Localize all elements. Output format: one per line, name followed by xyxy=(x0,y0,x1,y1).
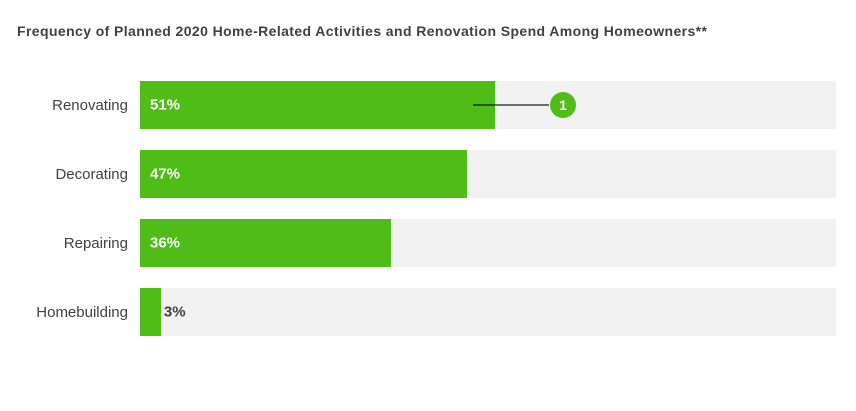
category-label: Renovating xyxy=(52,96,128,114)
value-label: 36% xyxy=(150,234,181,252)
bar-row-decorating: Decorating 47% xyxy=(0,150,856,198)
bar-row-repairing: Repairing 36% xyxy=(0,219,856,267)
bar-decorating xyxy=(140,150,468,198)
value-label: 3% xyxy=(163,303,186,321)
value-label: 51% xyxy=(150,96,181,114)
bar-renovating xyxy=(140,81,495,129)
bar-track: 51% 1 xyxy=(140,81,836,129)
bar-track: 36% xyxy=(140,219,836,267)
category-label: Repairing xyxy=(63,234,128,252)
annotation-badge[interactable]: 1 xyxy=(550,92,576,118)
category-label: Decorating xyxy=(55,165,128,183)
category-label: Homebuilding xyxy=(36,303,128,321)
bar-row-homebuilding: Homebuilding 3% xyxy=(0,288,856,336)
bar-track: 47% xyxy=(140,150,836,198)
bar-repairing xyxy=(140,219,391,267)
chart-title: Frequency of Planned 2020 Home-Related A… xyxy=(17,23,708,39)
connector-line xyxy=(473,104,549,106)
bar-track: 3% xyxy=(140,288,836,336)
bar-row-renovating: Renovating 51% 1 xyxy=(0,81,856,129)
bar-chart: Renovating 51% 1 Decorating 47% Repairin… xyxy=(0,81,856,336)
value-label: 47% xyxy=(150,165,181,183)
bar-homebuilding xyxy=(140,288,161,336)
